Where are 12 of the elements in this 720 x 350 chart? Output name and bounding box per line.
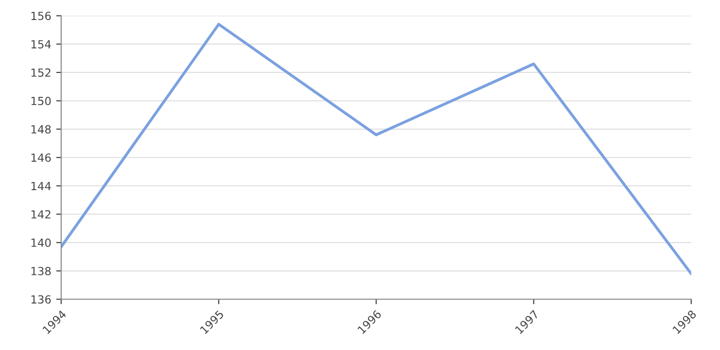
- y-tick-label: 156: [31, 12, 51, 20]
- y-tick-label: 140: [31, 238, 51, 247]
- y-tick-label: 138: [31, 266, 51, 276]
- y-tick-label: 144: [31, 182, 51, 190]
- line-series: [61, 22, 692, 276]
- y-tick-label: 148: [31, 125, 51, 134]
- y-tick-label: 152: [31, 68, 50, 77]
- y-tick-label: 150: [31, 96, 51, 106]
- y-tick-label: 142: [31, 210, 50, 218]
- y-tick-label: 146: [31, 153, 51, 162]
- y-tick-label: 154: [31, 40, 51, 48]
- y-tick-label: 136: [31, 295, 51, 304]
